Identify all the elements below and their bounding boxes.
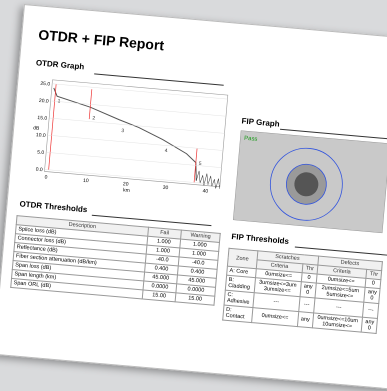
table-cell: --- [363, 302, 379, 318]
table-cell: 0umsize<= [251, 308, 299, 327]
x-tick-label: 30 [162, 185, 168, 191]
y-tick-label: 10.0 [36, 132, 46, 139]
x-tick-label: 10 [83, 178, 89, 184]
report-card: OTDR + FIP Report OTDR Graph 25.0 20.0 15.… [0, 4, 387, 391]
table-cell: any 0 [364, 287, 380, 303]
section-heading: OTDR Thresholds [19, 199, 88, 214]
y-tick-label: 15.0 [37, 115, 47, 122]
table-cell: any [297, 312, 313, 328]
y-tick-label: 5.0 [37, 150, 45, 157]
x-axis-label: km [123, 187, 130, 194]
table-cell: any 0 [362, 317, 378, 333]
table-cell: 15.00 [142, 290, 176, 302]
x-tick-label: 40 [202, 188, 208, 194]
fip-status: Pass [244, 136, 258, 143]
y-tick-label: 20.0 [39, 98, 49, 105]
fip-image: Pass [233, 130, 387, 233]
y-tick-label: 25.0 [40, 81, 50, 88]
report-title: OTDR + FIP Report [38, 26, 165, 53]
page: OTDR + FIP Report OTDR Graph 25.0 20.0 15.… [0, 0, 387, 312]
table-cell: --- [299, 297, 315, 313]
section-heading: OTDR Graph [36, 58, 85, 71]
table-cell: any 0 [300, 282, 316, 298]
table-cell: D: Contact [223, 305, 253, 322]
x-tick-label: 0 [44, 174, 48, 180]
y-tick-label: 0.0 [35, 167, 43, 174]
y-axis-label: dB [33, 125, 40, 132]
table-cell: 0umsize<=10um 10umsize<= [312, 313, 363, 332]
section-heading: FIP Graph [241, 116, 280, 128]
section-heading: FIP Thresholds [231, 232, 289, 246]
